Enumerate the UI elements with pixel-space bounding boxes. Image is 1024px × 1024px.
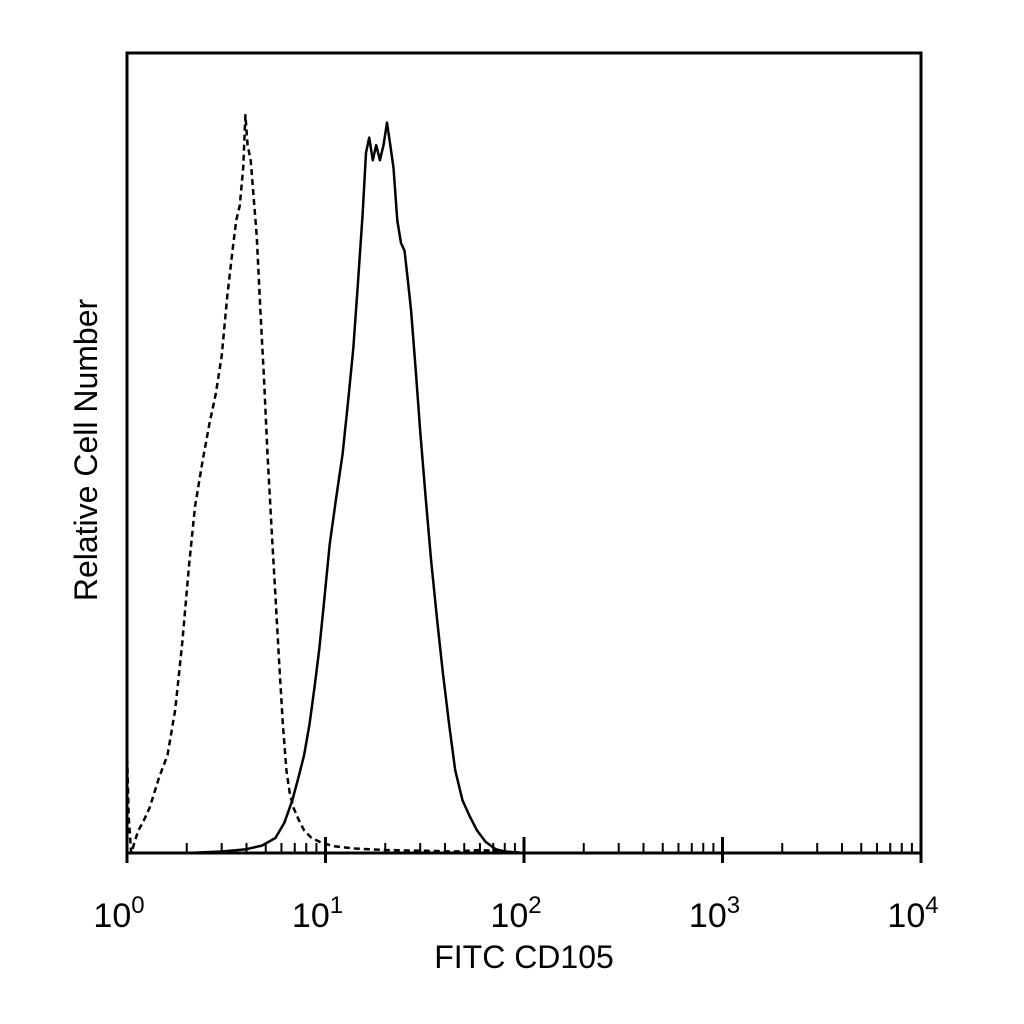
x-tick-label: 102 [490, 892, 541, 935]
x-tick-labels: 100 101 102 103 104 [93, 892, 938, 935]
x-tick-label: 104 [887, 892, 938, 935]
series-line-solid [127, 121, 921, 855]
x-tick-label: 101 [292, 892, 343, 935]
x-major-ticks [125, 837, 923, 863]
x-tick-label: 100 [93, 892, 144, 935]
x-tick-label: 103 [689, 892, 740, 935]
x-axis-title: FITC CD105 [434, 939, 614, 975]
series-line-dashed [125, 113, 525, 855]
series-layer [125, 113, 921, 855]
y-axis-title: Relative Cell Number [68, 298, 104, 601]
plot-frame [125, 51, 923, 855]
